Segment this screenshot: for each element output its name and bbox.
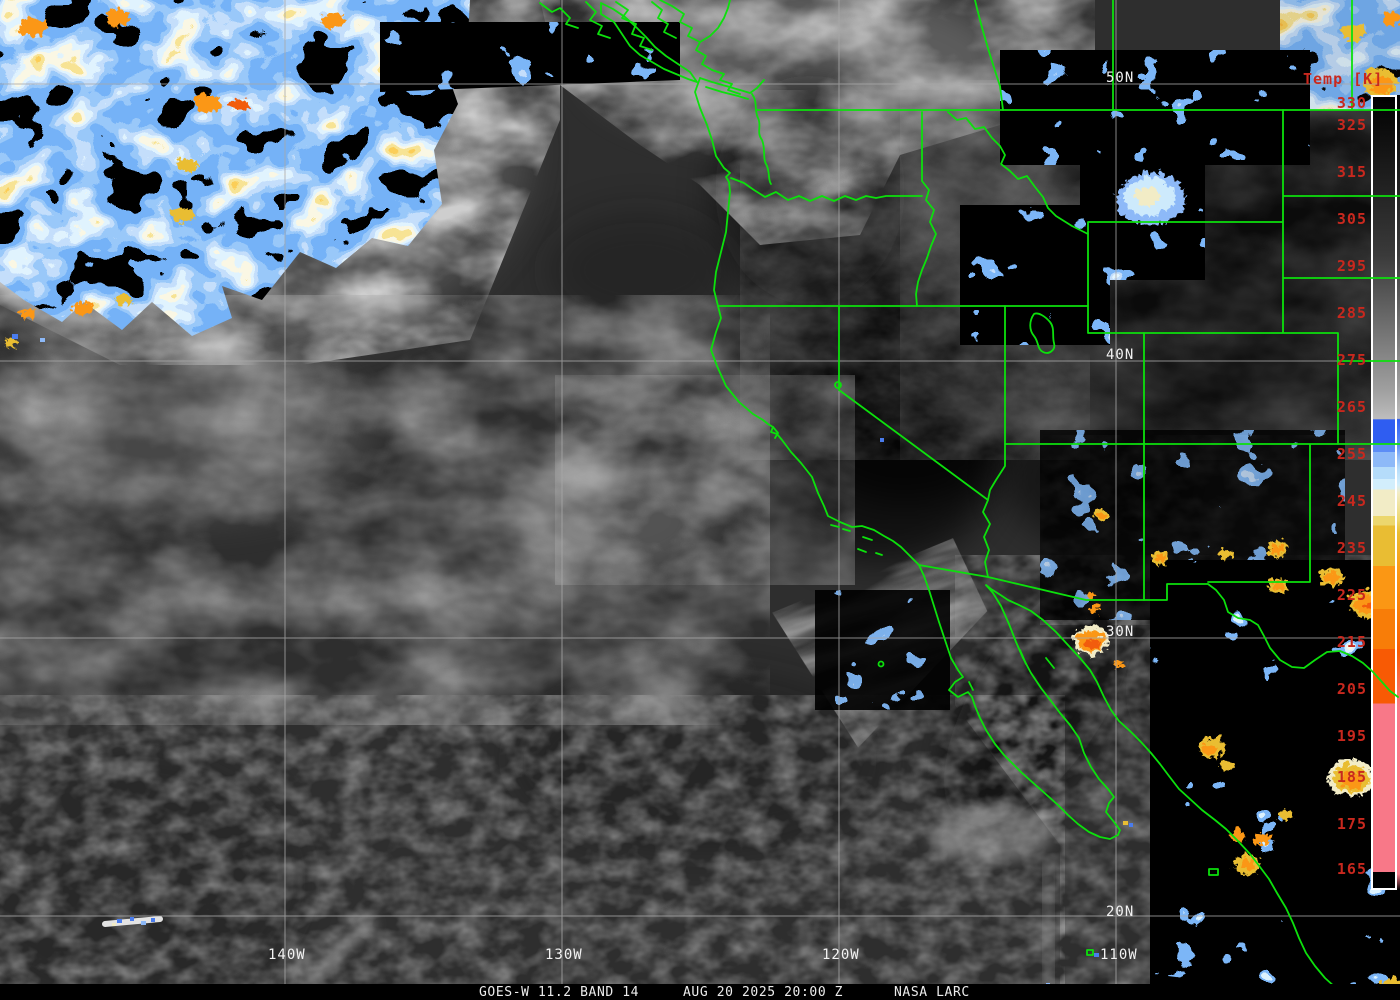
lat-label-20n: 20N [1106,904,1135,920]
caption-datetime: AUG 20 2025 20:00 Z [683,985,844,1000]
colorbar-tick-215: 215 [1336,633,1367,651]
colorbar-tick-285: 285 [1336,304,1367,322]
colorbar-tick-165: 165 [1336,860,1367,878]
caption-bar: GOES-W 11.2 BAND 14 AUG 20 2025 20:00 Z … [0,984,1400,1000]
lon-label-120w: 120W [822,947,860,963]
colorbar-tick-330: 330 [1336,94,1367,112]
lon-label-140w: 140W [268,947,306,963]
cold-cloud-blob-wyoming [1114,170,1182,222]
lat-label-30n: 30N [1106,624,1135,640]
colorbar-tick-245: 245 [1336,492,1367,510]
colorbar-tick-225: 225 [1336,586,1367,604]
colorbar-tick-265: 265 [1336,398,1367,416]
lat-label-50n: 50N [1106,70,1135,86]
colorbar-tick-235: 235 [1336,539,1367,557]
lon-label-130w: 130W [545,947,583,963]
colorbar-tick-315: 315 [1336,163,1367,181]
lat-label-40n: 40N [1106,347,1135,363]
colorbar-tick-175: 175 [1336,815,1367,833]
lon-label-110w: 110W [1100,947,1138,963]
colorbar-tick-185: 185 [1336,768,1367,786]
caption-credit: NASA LARC [894,985,970,1000]
caption-product: GOES-W 11.2 BAND 14 [479,985,640,1000]
colorbar-title: Temp [K] [1303,70,1384,88]
colorbar-tick-255: 255 [1336,445,1367,463]
colorbar-tick-205: 205 [1336,680,1367,698]
colorbar-tick-295: 295 [1336,257,1367,275]
colorbar-tick-195: 195 [1336,727,1367,745]
temperature-colorbar [1371,95,1397,890]
colorbar-tick-275: 275 [1336,351,1367,369]
colorbar-tick-305: 305 [1336,210,1367,228]
colorbar-tick-325: 325 [1336,116,1367,134]
